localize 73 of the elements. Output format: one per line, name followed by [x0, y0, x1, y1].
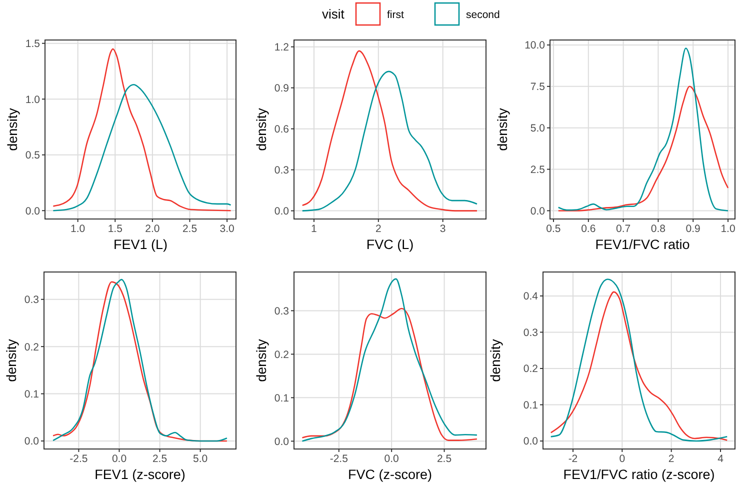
- x-tick-label: 0.6: [581, 223, 596, 235]
- line-series: [302, 278, 478, 442]
- y-tick-label: 0.1: [24, 388, 40, 400]
- y-tick-label: 0.1: [523, 399, 538, 412]
- y-axis-title: density: [254, 108, 269, 151]
- x-tick-label: 2.0: [145, 223, 160, 235]
- x-tick-label: 0.8: [650, 223, 666, 235]
- x-tick-label: 2: [668, 453, 674, 465]
- y-tick-label: 0.2: [274, 348, 290, 361]
- line-series: [302, 308, 478, 441]
- y-axis-title: density: [254, 338, 269, 382]
- y-tick-label: 0.3: [274, 164, 290, 177]
- x-tick-label: 1.0: [70, 223, 86, 235]
- y-tick-label: 0.3: [274, 305, 290, 318]
- x-tick-label: 0.5: [546, 223, 561, 235]
- y-tick-label: 0.2: [523, 363, 538, 376]
- x-tick-label: 1: [311, 223, 318, 235]
- y-tick-label: 1.5: [25, 38, 40, 50]
- y-tick-label: 0.4: [523, 290, 538, 303]
- line-series: [52, 84, 232, 212]
- x-tick-label: 2.5: [152, 453, 168, 465]
- x-tick-label: -2.5: [330, 453, 348, 465]
- x-axis-title: FVC (L): [366, 237, 414, 252]
- y-axis-title: density: [488, 338, 503, 382]
- y-tick-label: 0.0: [530, 205, 546, 218]
- y-tick-label: 0.3: [24, 294, 40, 306]
- x-tick-label: 0.7: [616, 223, 631, 235]
- x-tick-label: 2: [375, 223, 382, 235]
- y-tick-label: 0.0: [274, 436, 290, 448]
- x-axis-title: FEV1 (z-score): [94, 467, 186, 482]
- x-axis-title: FEV1/FVC ratio: [595, 237, 690, 252]
- x-tick-label: 0.0: [112, 453, 127, 465]
- y-axis-title: density: [5, 108, 20, 151]
- x-tick-label: 4: [718, 453, 724, 465]
- x-tick-label: 0.0: [384, 453, 400, 465]
- y-tick-label: 5.0: [530, 122, 546, 135]
- y-tick-label: 0.3: [523, 326, 538, 339]
- x-axis-title: FEV1/FVC ratio (z-score): [563, 467, 715, 482]
- line-series: [558, 48, 729, 212]
- x-tick-label: 0: [619, 453, 626, 465]
- legend-label: second: [466, 9, 500, 21]
- y-tick-label: 0.1: [274, 392, 290, 404]
- y-axis-title: density: [4, 338, 19, 382]
- x-tick-label: 5.0: [193, 453, 208, 465]
- y-tick-label: 7.5: [530, 81, 546, 94]
- y-tick-label: 0.0: [25, 205, 40, 218]
- x-tick-label: 1.5: [108, 223, 123, 235]
- y-tick-label: 0.9: [274, 82, 290, 95]
- y-tick-label: 1.0: [25, 94, 40, 106]
- x-tick-label: 1.0: [720, 223, 736, 235]
- x-tick-label: -2.5: [70, 453, 88, 465]
- line-series: [558, 86, 729, 212]
- x-tick-label: 0.9: [686, 223, 701, 235]
- y-tick-label: 0.0: [523, 436, 538, 448]
- y-tick-label: 2.5: [530, 164, 546, 176]
- x-tick-label: 3: [440, 223, 446, 235]
- y-tick-label: 0.0: [274, 206, 290, 218]
- y-tick-label: 0.0: [24, 436, 40, 448]
- y-tick-label: 0.5: [25, 150, 40, 162]
- x-axis-title: FVC (z-score): [348, 467, 432, 482]
- x-tick-label: 2.5: [182, 223, 198, 235]
- x-axis-title: FEV1 (L): [113, 237, 168, 252]
- legend-label: first: [387, 9, 404, 21]
- x-tick-label: 3.0: [220, 223, 234, 235]
- line-series: [52, 48, 232, 212]
- y-tick-label: 0.6: [274, 124, 290, 136]
- x-tick-label: -2: [568, 453, 578, 465]
- y-tick-label: 0.2: [24, 341, 40, 354]
- x-tick-label: 2.5: [436, 453, 452, 465]
- legend-title: visit: [322, 6, 345, 22]
- y-tick-label: 10.0: [524, 40, 546, 52]
- y-tick-label: 1.2: [274, 42, 290, 54]
- y-axis-title: density: [495, 108, 510, 151]
